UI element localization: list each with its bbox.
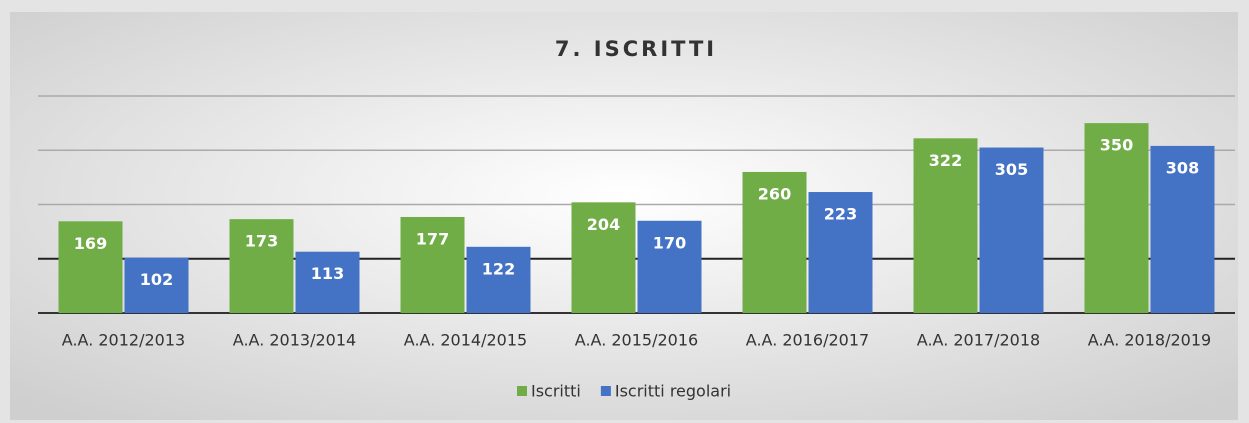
legend-swatch bbox=[517, 386, 527, 396]
data-label: 204 bbox=[587, 215, 620, 234]
data-label: 305 bbox=[995, 160, 1028, 179]
bar bbox=[571, 202, 636, 313]
x-tick-label: A.A. 2014/2015 bbox=[404, 331, 527, 350]
data-label: 223 bbox=[824, 205, 857, 224]
x-tick-label: A.A. 2013/2014 bbox=[233, 331, 356, 350]
bar bbox=[1150, 145, 1215, 313]
bar bbox=[637, 220, 702, 313]
data-label: 260 bbox=[758, 184, 791, 203]
bar bbox=[1084, 123, 1149, 313]
bar bbox=[466, 246, 531, 313]
data-label: 122 bbox=[482, 259, 515, 278]
bar bbox=[913, 138, 978, 313]
x-tick-label: A.A. 2018/2019 bbox=[1088, 331, 1211, 350]
chart-title: 7. ISCRITTI bbox=[555, 37, 717, 61]
data-label: 350 bbox=[1100, 136, 1133, 155]
data-label: 177 bbox=[416, 229, 449, 248]
x-tick-label: A.A. 2017/2018 bbox=[917, 331, 1040, 350]
data-label: 322 bbox=[929, 151, 962, 170]
bar bbox=[124, 257, 189, 313]
bar bbox=[742, 171, 807, 313]
legend-label: Iscritti bbox=[531, 382, 581, 401]
x-tick-label: A.A. 2015/2016 bbox=[575, 331, 698, 350]
bar bbox=[808, 192, 873, 313]
data-label: 113 bbox=[311, 264, 344, 283]
data-label: 169 bbox=[74, 234, 107, 253]
x-tick-label: A.A. 2016/2017 bbox=[746, 331, 869, 350]
x-tick-label: A.A. 2012/2013 bbox=[62, 331, 185, 350]
bar bbox=[58, 221, 123, 313]
legend-label: Iscritti regolari bbox=[615, 382, 731, 401]
data-label: 173 bbox=[245, 232, 278, 251]
bar bbox=[979, 147, 1044, 313]
bar bbox=[229, 219, 294, 313]
bar bbox=[400, 216, 465, 313]
bar bbox=[295, 251, 360, 313]
data-label: 102 bbox=[140, 270, 173, 289]
legend-swatch bbox=[600, 386, 611, 396]
data-label: 308 bbox=[1166, 158, 1199, 177]
data-label: 170 bbox=[653, 233, 686, 252]
